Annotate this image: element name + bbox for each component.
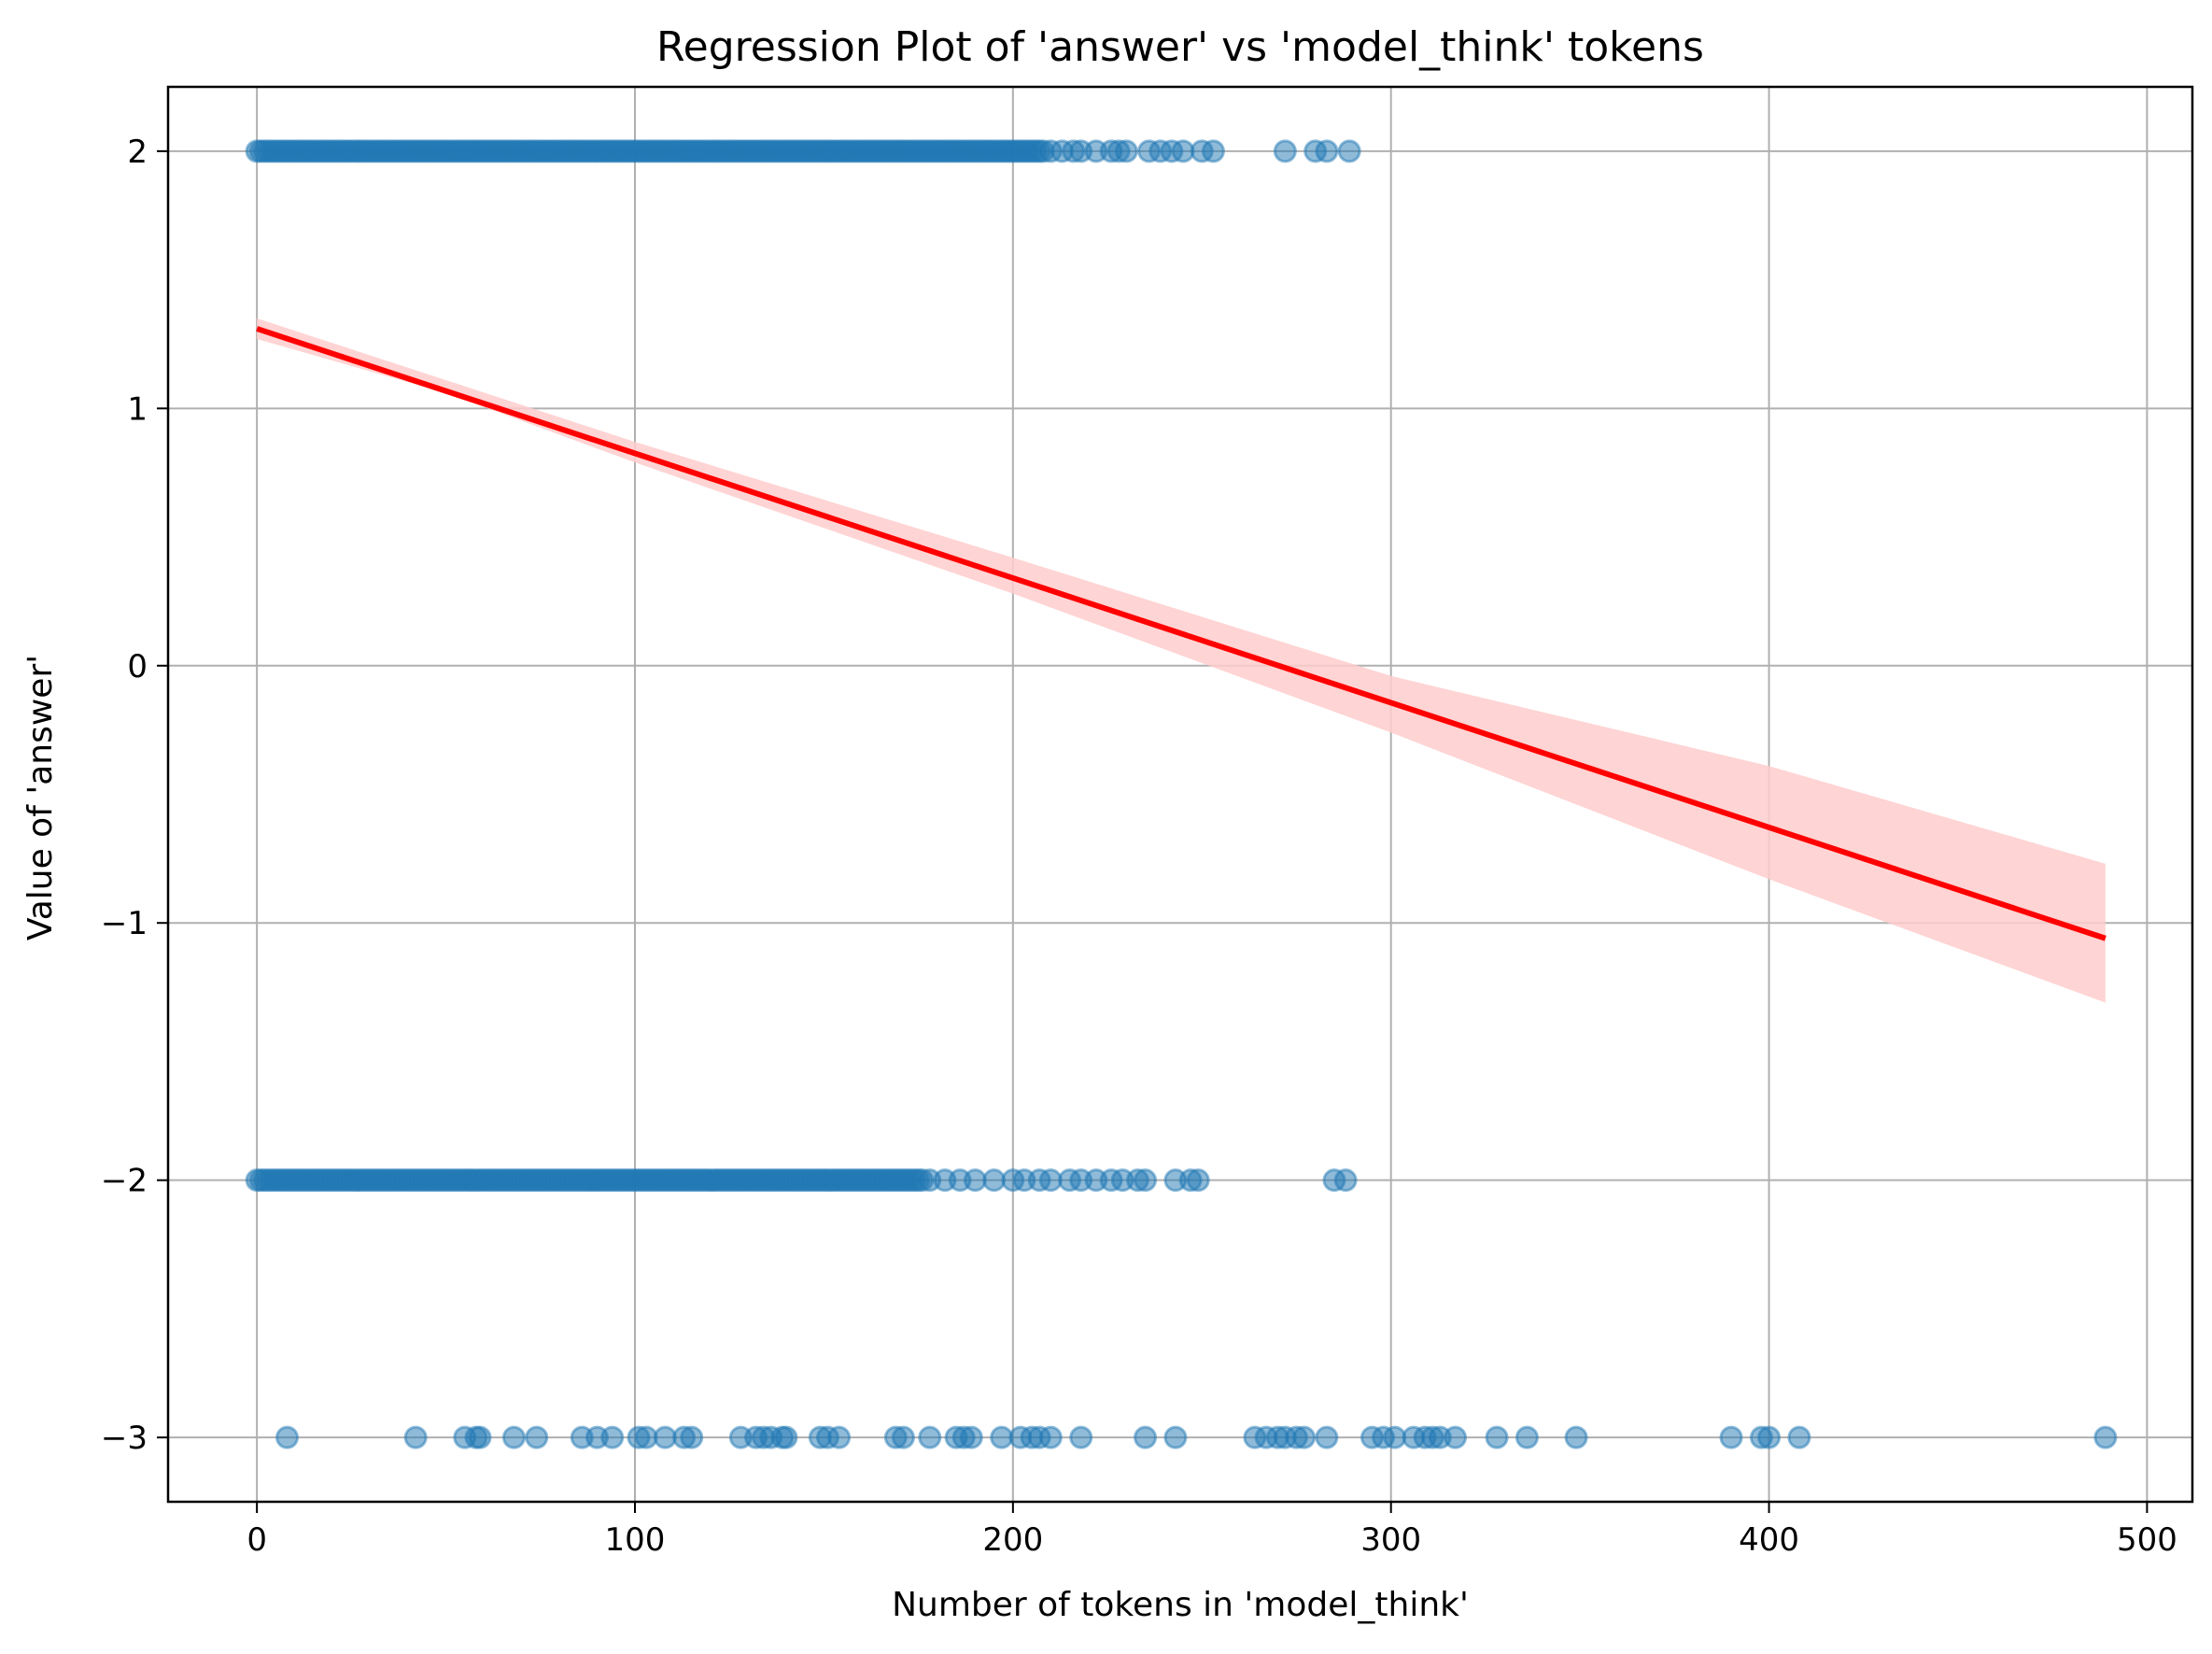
- data-point: [1383, 1425, 1407, 1449]
- data-point: [1719, 1425, 1743, 1449]
- data-point: [1038, 1168, 1063, 1193]
- data-point: [1171, 139, 1195, 163]
- x-tick-label: 0: [247, 1521, 267, 1559]
- y-tick-label: −3: [101, 1420, 148, 1457]
- confidence-band-layer: [257, 318, 2106, 1003]
- data-point: [1564, 1425, 1588, 1449]
- data-point: [1163, 1425, 1188, 1449]
- y-axis-label: Value of 'answer': [21, 655, 60, 940]
- regression-line-layer: [256, 326, 2106, 941]
- data-point: [1315, 1425, 1339, 1449]
- y-tick-label: −2: [101, 1163, 148, 1200]
- data-point: [959, 1425, 983, 1449]
- data-point: [1134, 1425, 1158, 1449]
- data-point: [891, 1425, 915, 1449]
- data-point: [1787, 1425, 1811, 1449]
- data-point: [1201, 139, 1225, 163]
- data-point: [2093, 1425, 2118, 1449]
- data-point: [1292, 1425, 1317, 1449]
- data-point: [963, 1168, 987, 1193]
- data-point: [1333, 1168, 1358, 1193]
- x-tick-label: 200: [982, 1521, 1043, 1559]
- data-point: [827, 1425, 852, 1449]
- data-point: [680, 1425, 704, 1449]
- data-point: [525, 1425, 549, 1449]
- data-point: [501, 1425, 526, 1449]
- y-tick-label: −1: [101, 905, 148, 942]
- x-tick-label: 500: [2117, 1521, 2177, 1559]
- data-point: [1757, 1425, 1782, 1449]
- data-point: [1069, 1425, 1093, 1449]
- data-point: [918, 1425, 942, 1449]
- y-tick-label: 0: [127, 648, 148, 686]
- x-axis-label: Number of tokens in 'model_think': [892, 1586, 1469, 1624]
- data-point: [1444, 1425, 1468, 1449]
- data-point: [275, 1425, 300, 1449]
- data-point: [403, 1425, 428, 1449]
- y-tick-label: 2: [127, 134, 148, 171]
- y-tick-label: 1: [127, 390, 148, 428]
- data-point: [1485, 1425, 1509, 1449]
- data-point: [1186, 1168, 1210, 1193]
- regression-line: [256, 326, 2106, 941]
- data-point: [634, 1425, 658, 1449]
- axis-ticks: 0 100 200 300 400 500 2 1 0 −1 −2 −3: [101, 134, 2177, 1559]
- data-point: [1515, 1425, 1539, 1449]
- data-point: [1038, 1425, 1063, 1449]
- data-point: [1273, 139, 1297, 163]
- data-point: [774, 1425, 798, 1449]
- plot-frame: [166, 85, 2194, 1504]
- data-point: [1315, 139, 1339, 163]
- data-point: [982, 1168, 1007, 1193]
- data-point: [1114, 139, 1138, 163]
- confidence-band: [257, 318, 2106, 1003]
- scatter-points: [245, 139, 2118, 1449]
- x-tick-label: 400: [1739, 1521, 1799, 1559]
- data-point: [1134, 1168, 1158, 1193]
- data-point: [468, 1425, 492, 1449]
- data-point: [990, 1425, 1014, 1449]
- data-point: [600, 1425, 625, 1449]
- data-point: [653, 1425, 677, 1449]
- data-point: [1337, 139, 1361, 163]
- x-tick-label: 300: [1360, 1521, 1421, 1559]
- chart-title: Regression Plot of 'answer' vs 'model_th…: [656, 23, 1704, 71]
- x-tick-label: 100: [605, 1521, 666, 1559]
